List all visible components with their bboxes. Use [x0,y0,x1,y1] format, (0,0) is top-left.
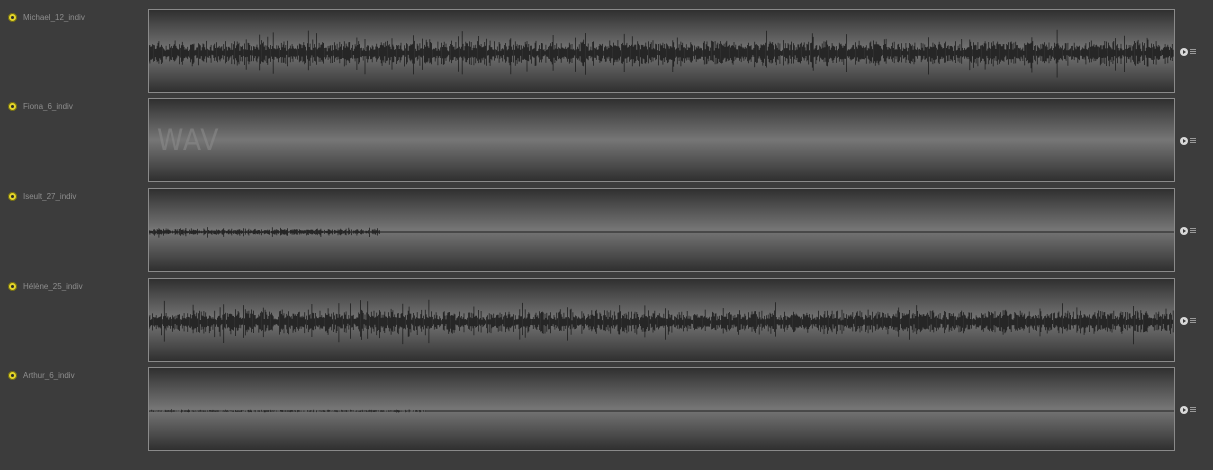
waveform [149,29,1174,78]
track-header: Iseult_27_indiv [8,189,76,203]
waveform [149,227,1174,238]
play-icon [1180,137,1188,145]
menu-icon [1190,138,1196,144]
track-header: Hélène_25_indiv [8,279,83,293]
waveform-path [149,29,1174,78]
menu-icon [1190,228,1196,234]
waveform-path [149,299,1174,345]
power-icon[interactable] [8,101,17,111]
track-name: Arthur_6_indiv [23,370,75,380]
play-button[interactable] [1180,136,1198,146]
play-button[interactable] [1180,316,1198,326]
track-row: Michael_12_indiv [0,7,1213,96]
power-icon[interactable] [8,281,17,291]
waveform-lane[interactable] [148,9,1175,93]
play-icon [1180,317,1188,325]
waveform [149,409,1174,413]
track-name: Iseult_27_indiv [23,191,77,201]
track-row: Iseult_27_indiv [0,186,1213,275]
menu-icon [1190,49,1196,55]
power-icon[interactable] [8,191,17,201]
play-icon [1180,227,1188,235]
track-header: Michael_12_indiv [8,10,85,24]
play-icon [1180,48,1188,56]
menu-icon [1190,318,1196,324]
waveform-path [149,409,426,413]
track-row: Fiona_6_indiv WAV [0,96,1213,185]
waveform-lane[interactable] [148,188,1175,272]
play-icon [1180,406,1188,414]
track-row: Hélène_25_indiv [0,276,1213,365]
track-name: Michael_12_indiv [23,12,85,22]
track-row: Arthur_6_indiv [0,365,1213,454]
track-name: Fiona_6_indiv [23,101,73,111]
track-header: Fiona_6_indiv [8,99,73,113]
waveform-path [149,227,380,238]
track-header: Arthur_6_indiv [8,368,75,382]
power-icon[interactable] [8,12,17,22]
play-button[interactable] [1180,405,1198,415]
wav-placeholder-label: WAV [157,123,220,157]
play-button[interactable] [1180,226,1198,236]
waveform-lane[interactable]: WAV [148,98,1175,182]
play-button[interactable] [1180,47,1198,57]
waveform-lane[interactable] [148,278,1175,362]
menu-icon [1190,407,1196,413]
waveform [149,299,1174,345]
waveform-lane[interactable] [148,367,1175,451]
power-icon[interactable] [8,370,17,380]
track-name: Hélène_25_indiv [23,281,83,291]
